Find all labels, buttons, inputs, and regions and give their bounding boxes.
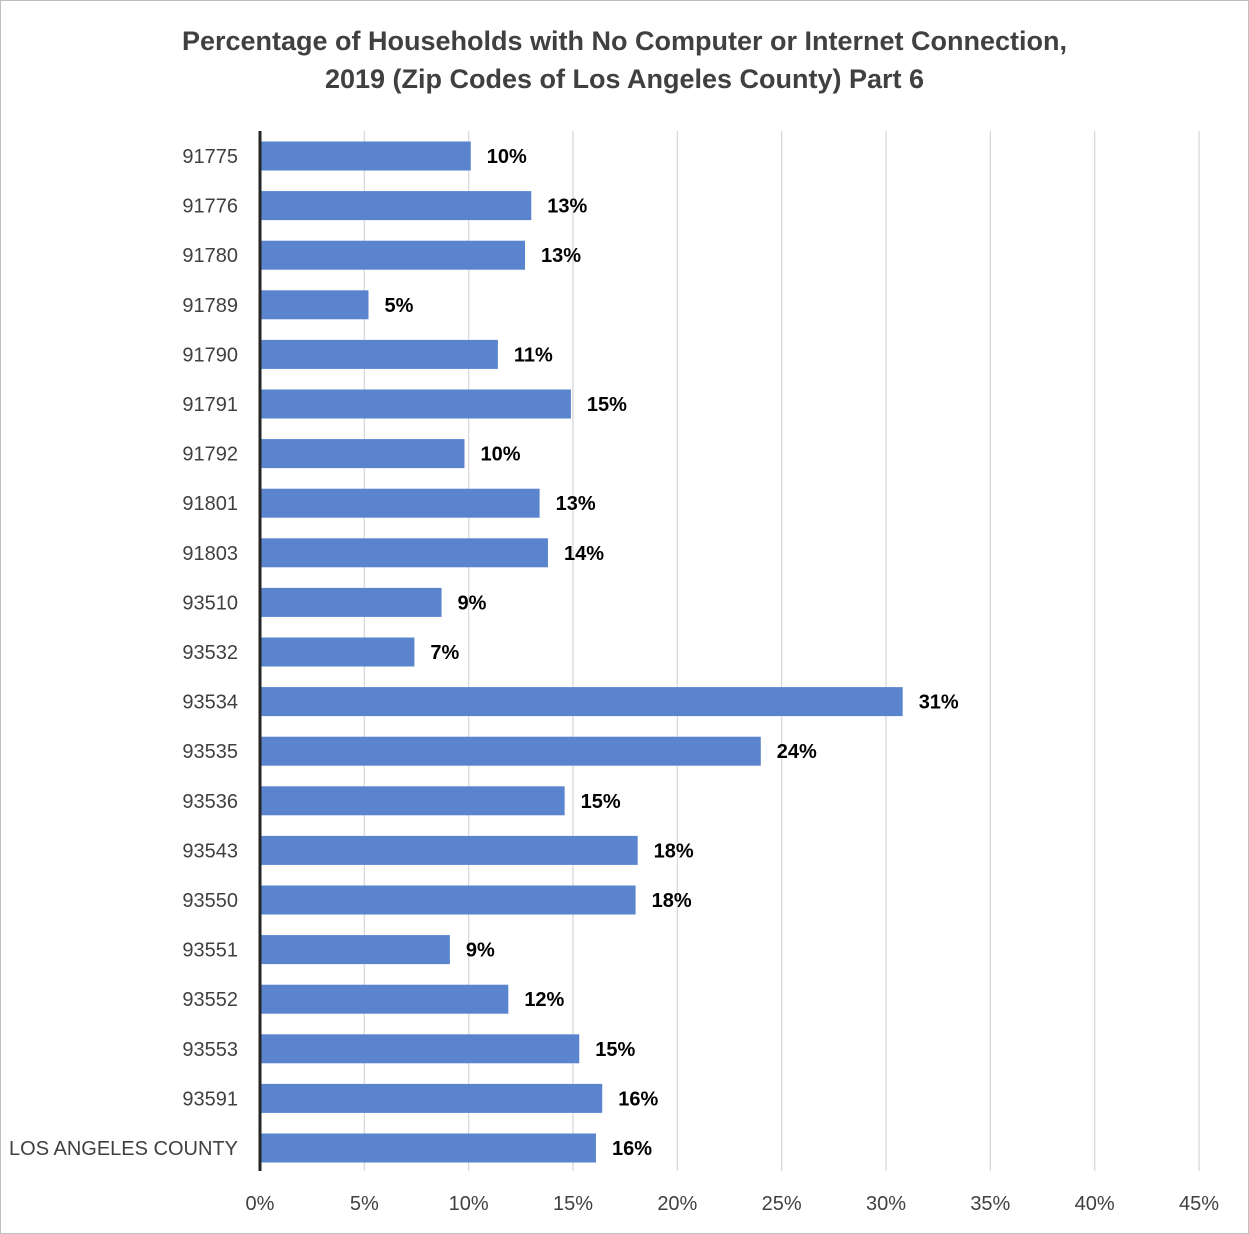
data-label: 7% bbox=[430, 642, 459, 664]
x-tick-label: 25% bbox=[762, 1193, 802, 1215]
y-category-label: 91790 bbox=[182, 344, 238, 366]
data-label: 15% bbox=[595, 1039, 635, 1061]
bar bbox=[260, 538, 548, 568]
x-tick-label: 35% bbox=[970, 1193, 1010, 1215]
y-category-label: 93510 bbox=[182, 592, 238, 614]
bar bbox=[260, 687, 903, 717]
y-category-label: 91789 bbox=[182, 295, 238, 317]
bar bbox=[260, 191, 532, 221]
data-label: 18% bbox=[652, 890, 692, 912]
y-category-label: 93551 bbox=[182, 940, 238, 962]
data-label: 10% bbox=[480, 444, 520, 466]
y-category-label: 93534 bbox=[182, 692, 238, 714]
x-tick-label: 0% bbox=[246, 1193, 275, 1215]
y-category-label: 93543 bbox=[182, 840, 238, 862]
data-label: 10% bbox=[487, 146, 527, 168]
data-label: 15% bbox=[587, 394, 627, 416]
bar bbox=[260, 587, 442, 617]
data-label: 16% bbox=[612, 1138, 652, 1160]
gridlines bbox=[363, 131, 1200, 1171]
y-category-label: 91791 bbox=[182, 394, 238, 416]
x-tick-label: 30% bbox=[866, 1193, 906, 1215]
data-label: 12% bbox=[524, 989, 564, 1011]
bar bbox=[260, 736, 761, 766]
y-category-label: 91780 bbox=[182, 245, 238, 267]
data-labels: 10% 13% 13% 5% 11% 15% 10% 13% 14% 9% 7% 31% 24% 15% 1… bbox=[385, 146, 959, 1160]
y-category-label: 93550 bbox=[182, 890, 238, 912]
data-label: 18% bbox=[654, 840, 694, 862]
y-category-label: 93591 bbox=[182, 1088, 238, 1110]
bar bbox=[260, 141, 471, 171]
x-tick-label: 45% bbox=[1179, 1193, 1219, 1215]
data-label: 5% bbox=[385, 295, 414, 317]
y-category-label: 91776 bbox=[182, 196, 238, 218]
bar bbox=[260, 290, 369, 320]
x-tick-label: 40% bbox=[1075, 1193, 1115, 1215]
data-label: 11% bbox=[514, 344, 553, 366]
y-category-label: 91775 bbox=[182, 146, 238, 168]
bar bbox=[260, 488, 540, 518]
y-category-label: 91803 bbox=[182, 543, 238, 565]
bar bbox=[260, 984, 509, 1014]
y-category-label: 93553 bbox=[182, 1039, 238, 1061]
bar bbox=[260, 389, 571, 419]
bar bbox=[260, 1034, 580, 1064]
y-category-label: LOS ANGELES COUNTY bbox=[9, 1138, 238, 1160]
chart-title-line-2: 2019 (Zip Codes of Los Angeles County) P… bbox=[324, 64, 925, 94]
x-tick-label: 10% bbox=[449, 1193, 489, 1215]
data-label: 9% bbox=[466, 940, 495, 962]
data-label: 16% bbox=[618, 1088, 658, 1110]
y-category-label: 91792 bbox=[182, 444, 238, 466]
bar bbox=[260, 835, 638, 865]
bar bbox=[260, 885, 636, 915]
bar bbox=[260, 1083, 603, 1113]
data-label: 13% bbox=[541, 245, 581, 267]
bar bbox=[260, 786, 565, 816]
x-tick-label: 20% bbox=[657, 1193, 697, 1215]
y-category-label: 93532 bbox=[182, 642, 238, 664]
data-label: 31% bbox=[919, 692, 959, 714]
bar bbox=[260, 935, 450, 965]
chart-title: Percentage of Households with No Compute… bbox=[0, 22, 1249, 98]
bars bbox=[260, 141, 903, 1163]
y-category-label: 93536 bbox=[182, 791, 238, 813]
x-tick-label: 5% bbox=[350, 1193, 379, 1215]
data-label: 13% bbox=[547, 196, 587, 218]
bar bbox=[260, 1133, 596, 1163]
data-label: 13% bbox=[556, 493, 596, 515]
data-label: 15% bbox=[581, 791, 621, 813]
bar bbox=[260, 240, 526, 270]
y-axis-labels: 91775 91776 91780 91789 91790 91791 91792 91801… bbox=[9, 146, 238, 1160]
data-label: 24% bbox=[777, 741, 817, 763]
y-category-label: 91801 bbox=[182, 493, 238, 515]
y-category-label: 93552 bbox=[182, 989, 238, 1011]
data-label: 14% bbox=[564, 543, 604, 565]
chart-title-line-1: Percentage of Households with No Compute… bbox=[181, 26, 1068, 56]
bar bbox=[260, 339, 498, 369]
x-tick-label: 15% bbox=[553, 1193, 593, 1215]
y-category-label: 93535 bbox=[182, 741, 238, 763]
data-label: 9% bbox=[458, 592, 487, 614]
bar bbox=[260, 637, 415, 667]
x-axis-labels: 0% 5% 10% 15% 20% 25% 30% 35% 40% 45% bbox=[246, 1193, 1220, 1215]
bar bbox=[260, 439, 465, 469]
